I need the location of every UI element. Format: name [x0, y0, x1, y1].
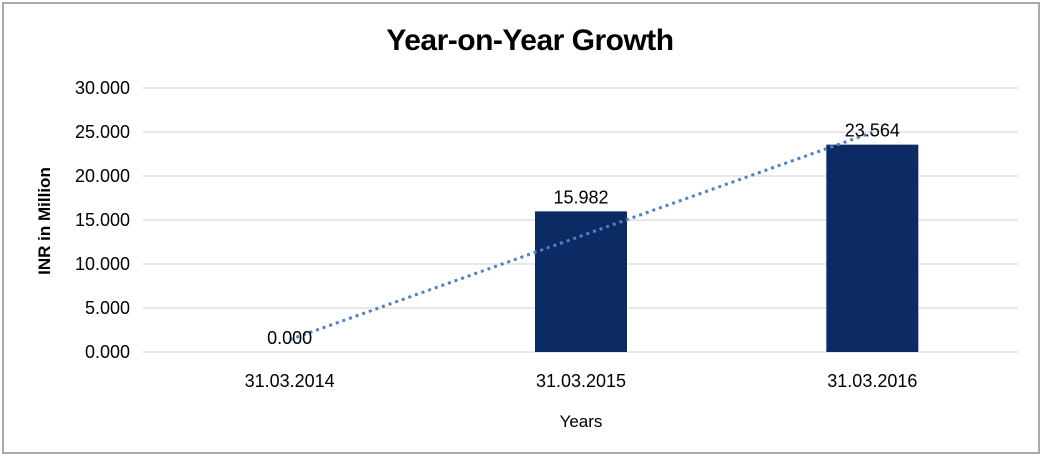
x-category-label: 31.03.2014 [245, 371, 335, 391]
bar-value-label: 15.982 [553, 187, 608, 207]
y-tick-label: 20.000 [75, 166, 130, 186]
y-tick-label: 25.000 [75, 122, 130, 142]
x-category-label: 31.03.2016 [827, 371, 917, 391]
y-tick-label: 10.000 [75, 254, 130, 274]
y-axis-title: INR in Million [35, 167, 54, 275]
bar [535, 211, 627, 352]
bar-value-label: 0.000 [267, 328, 312, 348]
bar-value-label: 23.564 [845, 121, 900, 141]
y-tick-label: 0.000 [85, 342, 130, 362]
x-axis-title: Years [559, 412, 603, 431]
chart-title: Year-on-Year Growth [386, 24, 674, 57]
y-tick-label: 30.000 [75, 78, 130, 98]
x-category-label: 31.03.2015 [536, 371, 626, 391]
trendline [289, 130, 873, 342]
y-tick-label: 15.000 [75, 210, 130, 230]
y-tick-label: 5.000 [85, 298, 130, 318]
bar [826, 144, 919, 352]
